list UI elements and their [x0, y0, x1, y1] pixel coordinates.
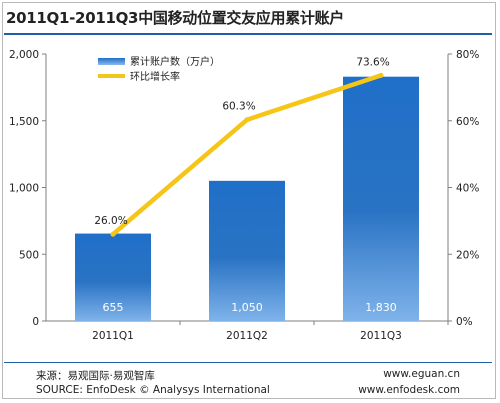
footer-divider — [4, 362, 492, 363]
growth-rate-label: 60.3% — [222, 101, 255, 113]
y-left-tick-label: 1,000 — [9, 183, 39, 195]
source-en: SOURCE: EnfoDesk © Analysys Internationa… — [36, 384, 270, 396]
growth-rate-point — [110, 231, 116, 237]
site-enfodesk: www.enfodesk.com — [358, 384, 460, 396]
bar — [75, 233, 151, 321]
y-right-tick-label: 40% — [456, 183, 479, 195]
source-cn: 来源：易观国际·易观智库 — [36, 370, 155, 382]
site-eguan: www.eguan.cn — [383, 368, 460, 380]
x-tick-label: 2011Q3 — [360, 330, 402, 342]
growth-rate-label: 73.6% — [356, 56, 389, 68]
bar-value-label: 655 — [103, 301, 124, 314]
y-left-tick-label: 1,500 — [9, 116, 39, 128]
growth-rate-label: 26.0% — [94, 215, 127, 227]
bar — [343, 76, 419, 321]
legend-line-label: 环比增长率 — [130, 70, 180, 83]
growth-rate-point — [378, 72, 384, 78]
x-tick-label: 2011Q2 — [226, 330, 268, 342]
x-tick-label: 2011Q1 — [92, 330, 134, 342]
growth-rate-point — [244, 117, 250, 123]
y-right-tick-label: 20% — [456, 249, 479, 261]
legend-bar-label: 累计账户数（万户） — [130, 55, 220, 68]
y-right-tick-label: 60% — [456, 116, 479, 128]
bar-value-label: 1,050 — [231, 301, 263, 314]
bar — [209, 180, 285, 321]
legend-bar-swatch — [98, 58, 125, 65]
bar-value-label: 1,830 — [365, 301, 397, 314]
y-right-tick-label: 0% — [456, 316, 473, 328]
y-left-tick-label: 0 — [32, 316, 39, 328]
y-left-tick-label: 500 — [19, 249, 39, 261]
y-right-tick-label: 80% — [456, 49, 479, 61]
y-left-tick-label: 2,000 — [9, 49, 39, 61]
title-divider — [4, 33, 492, 35]
chart-title: 2011Q1-2011Q3中国移动位置交友应用累计账户 — [6, 9, 345, 27]
